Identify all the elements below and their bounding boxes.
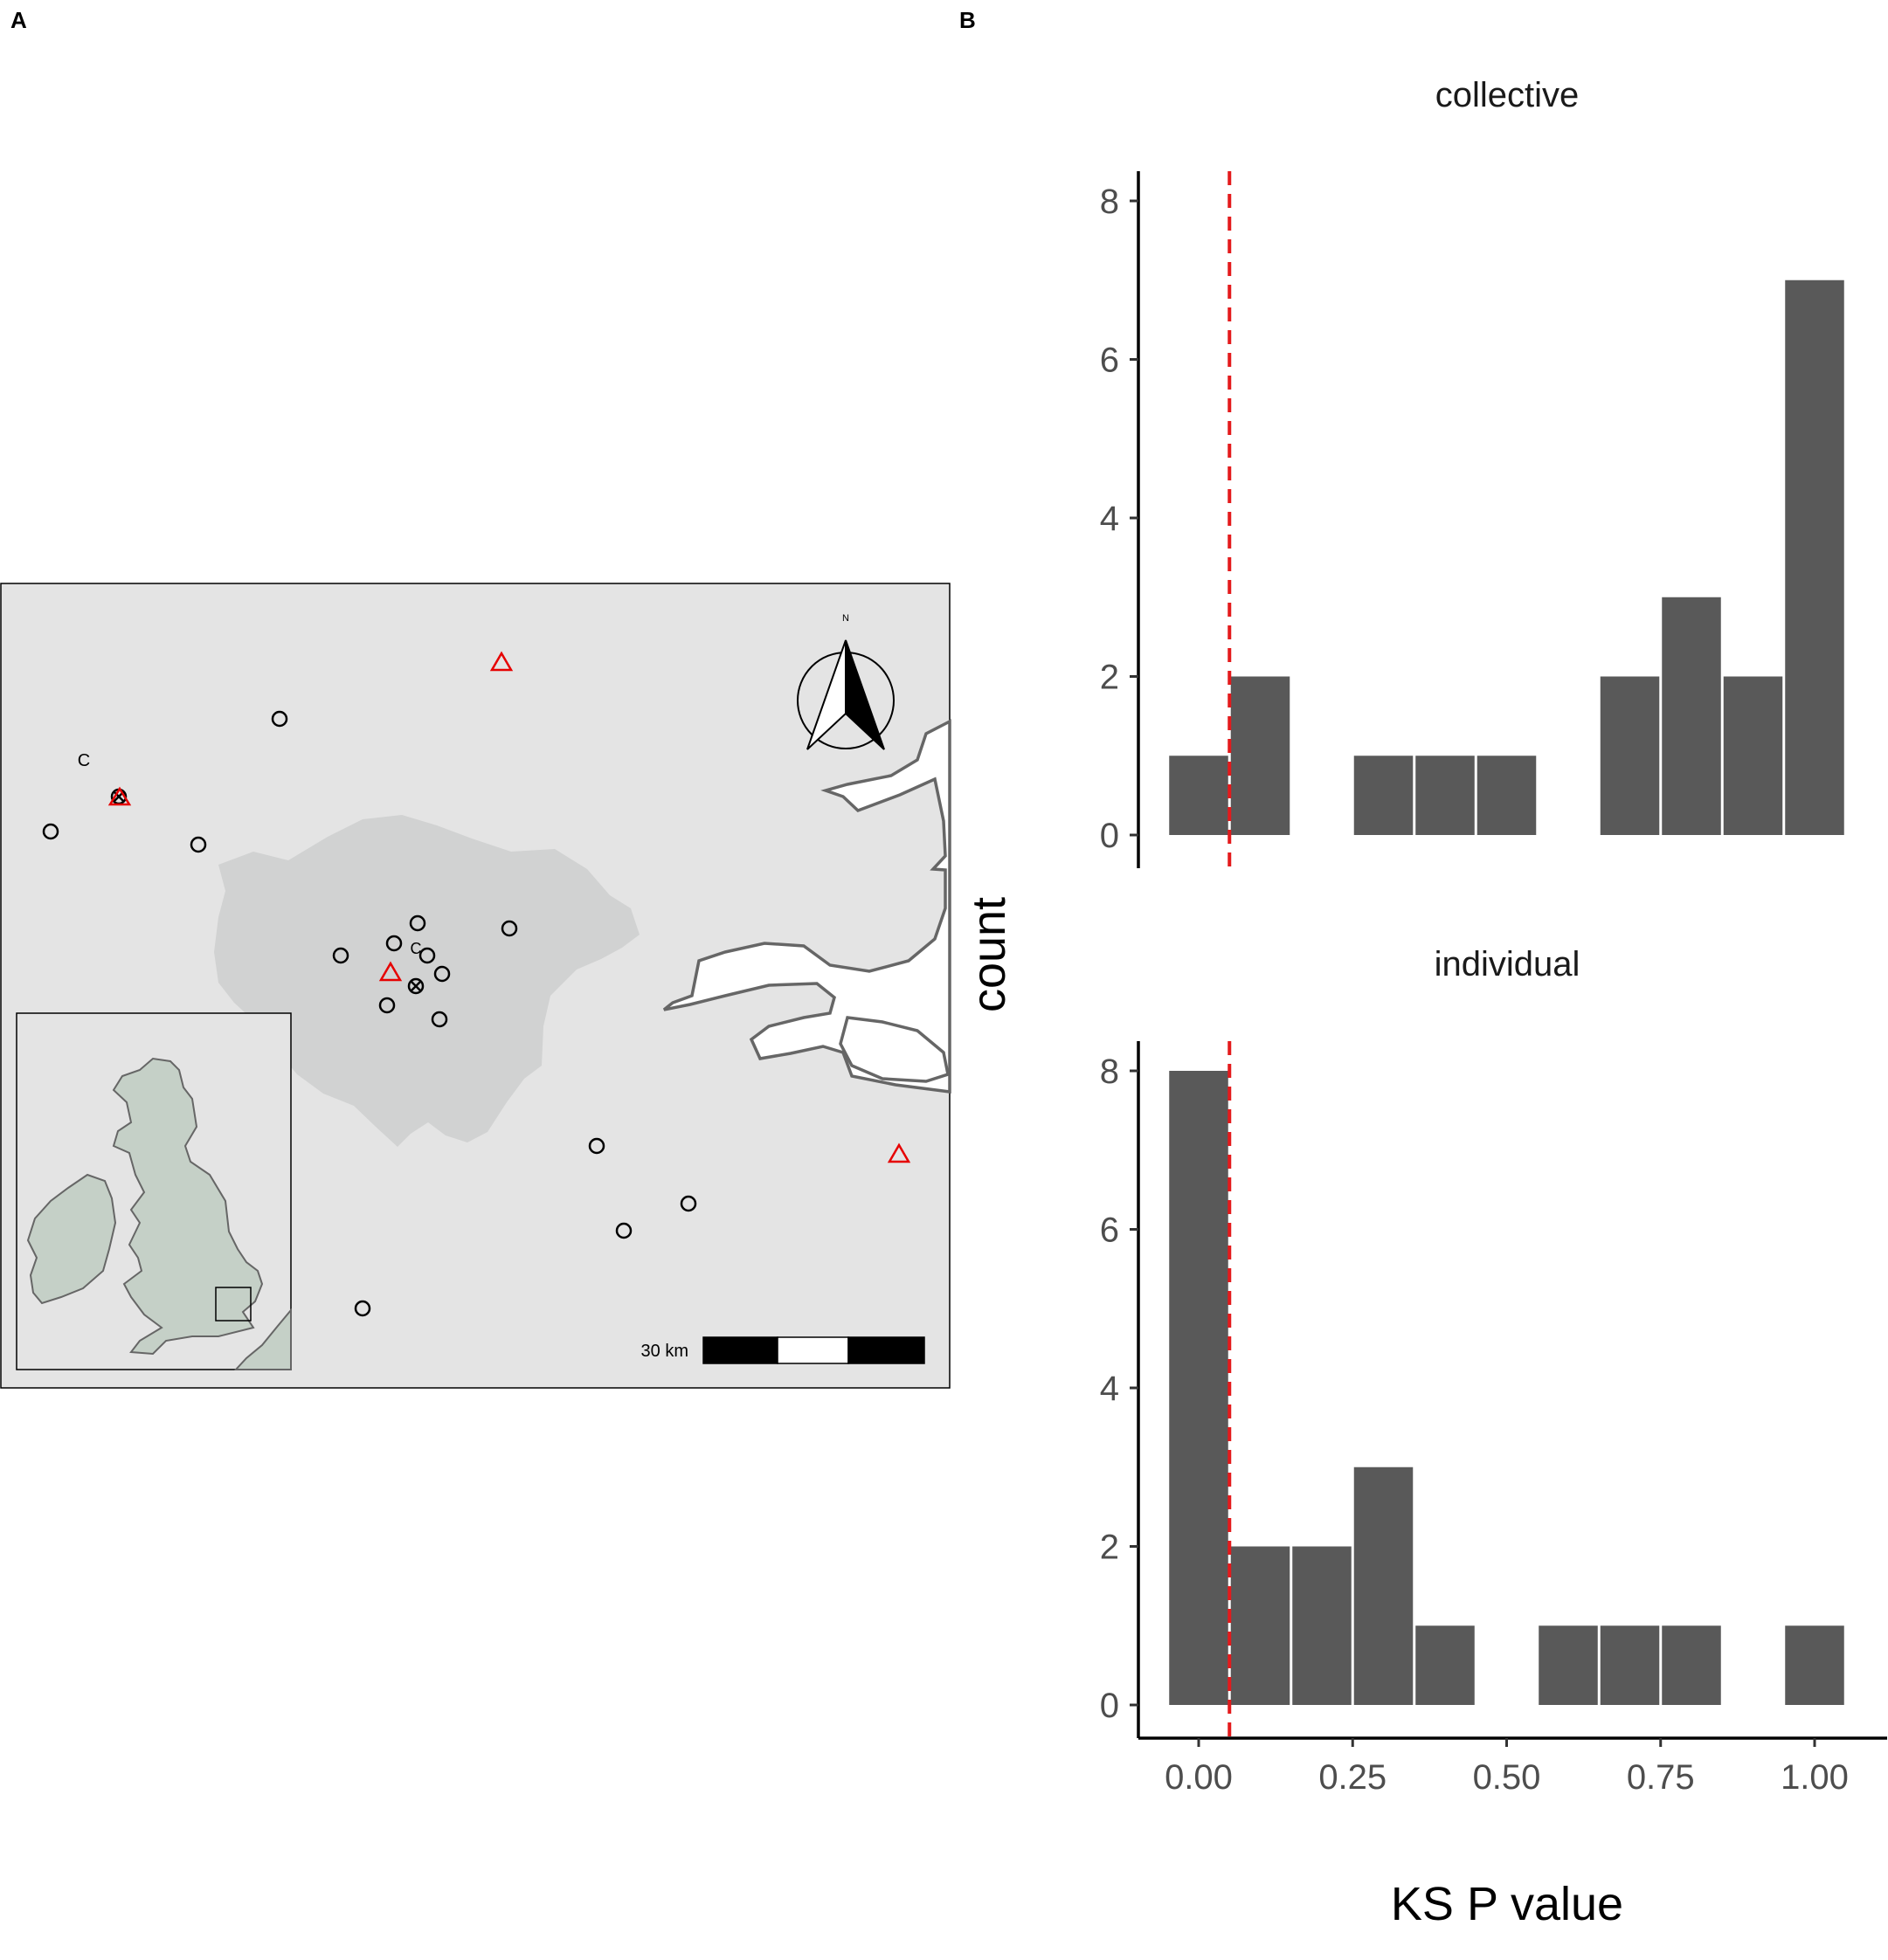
y-tick-label: 8: [1100, 1052, 1119, 1091]
y-tick-label: 2: [1100, 1529, 1119, 1567]
circle-marker: [42, 823, 59, 840]
north-arrow: N: [797, 613, 895, 750]
triangle-markers: [107, 651, 911, 1163]
london-region: [214, 815, 640, 1147]
facet-title-collective: collective: [1435, 76, 1580, 114]
scale-label: 30 km: [641, 1342, 688, 1361]
map-panel: N 30 km C: [0, 583, 951, 1389]
histogram-bar: [1785, 1625, 1844, 1705]
histogram-bar: [1785, 280, 1844, 835]
circle-marker: [378, 997, 396, 1014]
circle-marker: [271, 710, 288, 728]
island-outline: [839, 1016, 951, 1083]
y-tick-label: 0: [1100, 1687, 1119, 1725]
circle-marker: [433, 965, 451, 983]
triangle-marker: [887, 1142, 911, 1163]
facet-individual: individual 0 2 4 6 8: [1100, 945, 1844, 1738]
inset-extent-box: [215, 1287, 252, 1322]
scale-bar: 30 km: [641, 1336, 925, 1364]
facet-individual-axes: 0 2 4 6 8: [1100, 1041, 1140, 1738]
facet-title-individual: individual: [1435, 945, 1580, 983]
histogram-bar: [1415, 1625, 1475, 1705]
x-axis-title: KS P value: [1391, 1878, 1623, 1930]
histogram-bar: [1600, 676, 1660, 835]
x-axis: 0.00 0.25 0.50 0.75 1.00: [1138, 1736, 1887, 1797]
facet-collective: collective 0 2 4 6 8: [1100, 76, 1844, 868]
inset-ireland: [26, 1173, 117, 1305]
histogram-bar: [1353, 1467, 1414, 1705]
histogram-bar: [1230, 1546, 1290, 1705]
triangle-marker: [378, 961, 403, 982]
histogram-bar: [1662, 1625, 1721, 1705]
panel-b-label: B: [959, 7, 976, 33]
histogram-bar: [1477, 756, 1537, 835]
histogram-bar: [1353, 756, 1414, 835]
histogram-bar: [1169, 756, 1228, 835]
histogram-bar: [1662, 597, 1721, 835]
facet-collective-bars: [1169, 171, 1844, 868]
x-tick-label: 0.75: [1627, 1758, 1695, 1797]
site-letter-small: C: [411, 940, 422, 957]
histogram-bar: [1600, 1625, 1660, 1705]
x-tick-label: 1.00: [1781, 1758, 1849, 1797]
y-tick-label: 8: [1100, 183, 1119, 221]
circle-marker: [409, 914, 426, 932]
histogram-bar: [1539, 1625, 1598, 1705]
inset-map: [16, 1012, 292, 1370]
circle-marker: [190, 836, 207, 853]
triangle-marker: [489, 651, 514, 672]
crossed-circle-marker: [407, 977, 425, 995]
circle-marker: [680, 1195, 697, 1212]
circle-marker: [332, 947, 349, 964]
y-tick-label: 0: [1100, 817, 1119, 855]
x-tick-label: 0.50: [1473, 1758, 1541, 1797]
circle-marker: [588, 1137, 605, 1155]
circle-marker: [354, 1300, 371, 1317]
histogram-bar: [1230, 676, 1290, 835]
circle-marker: [431, 1011, 448, 1028]
circle-marker: [418, 947, 436, 964]
north-label: N: [842, 613, 849, 624]
estuary-water: [662, 719, 951, 1094]
histogram-bar: [1723, 676, 1783, 835]
circle-marker: [615, 1222, 633, 1239]
histogram-bar: [1169, 1071, 1228, 1705]
circle-marker: [385, 935, 403, 952]
histogram-bar: [1292, 1546, 1352, 1705]
y-tick-label: 2: [1100, 659, 1119, 697]
panel-a-label: A: [10, 7, 27, 33]
site-letter-label: C: [78, 751, 90, 770]
histogram-bar: [1415, 756, 1475, 835]
triangle-marker: [107, 786, 132, 806]
y-axis-title: count: [963, 897, 1015, 1012]
facet-collective-axes: 0 2 4 6 8: [1100, 171, 1140, 868]
x-tick-label: 0.00: [1165, 1758, 1233, 1797]
inset-great-britain: [112, 1057, 264, 1356]
inset-continent: [233, 1308, 292, 1370]
y-tick-label: 6: [1100, 1211, 1119, 1250]
y-tick-label: 6: [1100, 342, 1119, 380]
x-tick-label: 0.25: [1318, 1758, 1387, 1797]
facet-individual-bars: [1169, 1041, 1844, 1738]
circle-marker: [501, 920, 518, 937]
y-tick-label: 4: [1100, 500, 1119, 538]
site-markers: [42, 710, 697, 1317]
y-tick-label: 4: [1100, 1370, 1119, 1408]
